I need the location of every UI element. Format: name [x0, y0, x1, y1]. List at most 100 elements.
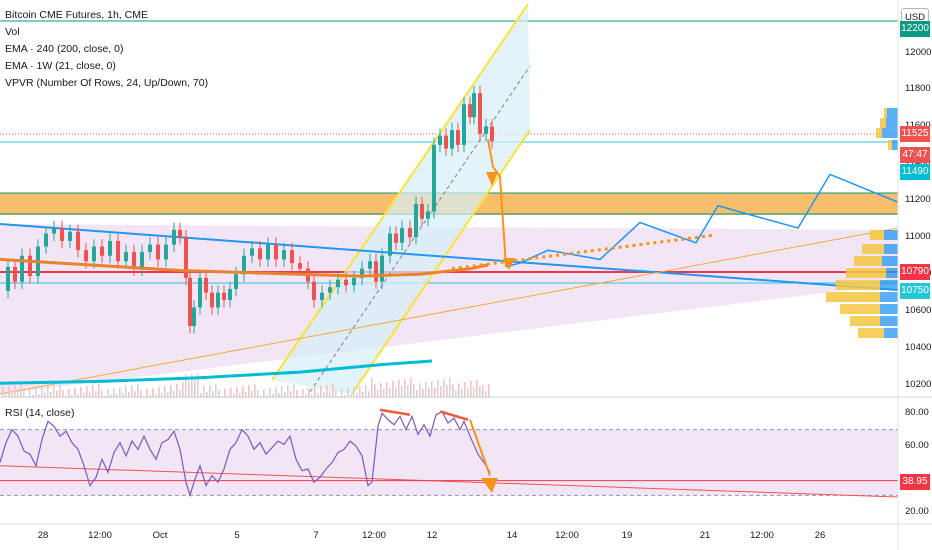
time-tick-label: 28 — [37, 530, 49, 541]
volume-bar — [485, 391, 487, 398]
volume-bar — [47, 386, 49, 398]
candle-body — [100, 246, 104, 256]
price-tick-label: 11200 — [905, 194, 931, 206]
candle-body — [124, 252, 128, 262]
volume-bar — [236, 387, 238, 398]
volume-bar — [353, 387, 355, 398]
triangle-shade — [0, 224, 898, 394]
candle-body — [132, 252, 136, 269]
volume-bar — [272, 394, 274, 398]
volume-bar — [248, 385, 250, 398]
volume-bar — [461, 389, 463, 398]
volume-bar — [311, 394, 313, 398]
rsi-band — [0, 429, 898, 496]
volume-bar — [122, 393, 124, 398]
volume-bar — [113, 388, 115, 398]
volume-bar — [185, 375, 187, 398]
candle-body — [472, 93, 476, 118]
volume-bar — [59, 384, 61, 398]
volume-bar — [296, 390, 298, 398]
time-tick-label: 12 — [426, 530, 438, 541]
volume-bar — [398, 380, 400, 398]
volume-bar — [278, 393, 280, 398]
candle-body — [140, 252, 144, 269]
price-tick-label: 10600 — [905, 305, 932, 317]
volume-profile-bar-up — [840, 304, 880, 314]
projection-drop-arrow — [487, 139, 501, 177]
volume-bar — [179, 390, 181, 398]
candle-body — [360, 268, 364, 278]
candle-body — [20, 255, 24, 282]
volume-profile-bar-up — [888, 140, 892, 150]
volume-profile-bar-up — [826, 292, 880, 302]
price-tick-label: 11800 — [905, 83, 931, 95]
candle-body — [210, 292, 214, 308]
volume-bar — [482, 385, 484, 398]
candle-body — [484, 126, 488, 134]
price-tag-countdown: 47:47 — [900, 147, 930, 163]
volume-profile-bar-up — [846, 268, 886, 278]
projection-dotted-line — [451, 233, 713, 271]
price-tick-label: 10400 — [905, 342, 932, 354]
candle-body — [13, 266, 17, 282]
volume-bar — [473, 387, 475, 398]
volume-bar — [116, 394, 118, 398]
volume-bar — [119, 387, 121, 398]
volume-bar — [458, 383, 460, 398]
volume-profile-bar-down — [886, 268, 898, 278]
volume-bar — [359, 386, 361, 398]
rsi-arrow-head — [481, 478, 498, 493]
indicator-volume[interactable]: Vol — [5, 26, 20, 38]
candle-body — [368, 261, 372, 269]
candle-body — [450, 130, 454, 149]
volume-bar — [233, 394, 235, 398]
rsi-tick-label: 80.00 — [905, 407, 929, 419]
volume-bar — [374, 384, 376, 398]
price-tick-label: 11000 — [905, 231, 931, 243]
candle-body — [222, 292, 226, 301]
indicator-ema-1w[interactable]: EMA · 1W (21, close, 0) — [5, 60, 116, 72]
volume-bar — [335, 390, 337, 398]
indicator-ema-240[interactable]: EMA · 240 (200, close, 0) — [5, 43, 124, 55]
rsi-divergence-line-1 — [379, 408, 411, 417]
volume-bar — [92, 385, 94, 398]
price-tag-level-3: 10750 — [900, 283, 930, 299]
candle-body — [478, 93, 482, 134]
candle-body — [44, 233, 48, 247]
volume-bar — [56, 391, 58, 398]
rsi-legend[interactable]: RSI (14, close) — [5, 407, 75, 419]
volume-bar — [392, 381, 394, 398]
candle-body — [380, 255, 384, 282]
rsi-tag-last: 38.95 — [900, 474, 930, 490]
candle-body — [274, 244, 278, 260]
candle-body — [84, 250, 88, 262]
volume-bar — [428, 388, 430, 398]
volume-bar — [449, 378, 451, 398]
volume-bar — [23, 390, 25, 398]
volume-bar — [362, 392, 364, 398]
volume-profile-bar-down — [884, 230, 898, 240]
projection-drop-arrow-2 — [499, 176, 507, 267]
volume-bar — [308, 388, 310, 398]
volume-bar — [314, 387, 316, 398]
candle-body — [156, 244, 160, 260]
volume-profile-bar-down — [886, 118, 898, 128]
volume-profile-bar-down — [892, 140, 898, 150]
candle-body — [374, 261, 378, 282]
price-tick-label: 11600 — [905, 120, 931, 131]
volume-bar — [470, 381, 472, 398]
volume-bar — [419, 383, 421, 398]
volume-bar — [86, 386, 88, 398]
volume-bar — [95, 391, 97, 398]
volume-bar — [317, 393, 319, 398]
candle-body — [148, 244, 152, 253]
ema-200-line — [0, 257, 489, 278]
volume-bar — [29, 389, 31, 398]
rsi-tick-label: 20.00 — [905, 505, 929, 517]
volume-bar — [257, 390, 259, 398]
indicator-vpvr[interactable]: VPVR (Number Of Rows, 24, Up/Down, 70) — [5, 77, 209, 89]
price-tick-label: 10200 — [905, 379, 932, 391]
volume-bar — [440, 386, 442, 398]
candle-body — [92, 246, 96, 262]
